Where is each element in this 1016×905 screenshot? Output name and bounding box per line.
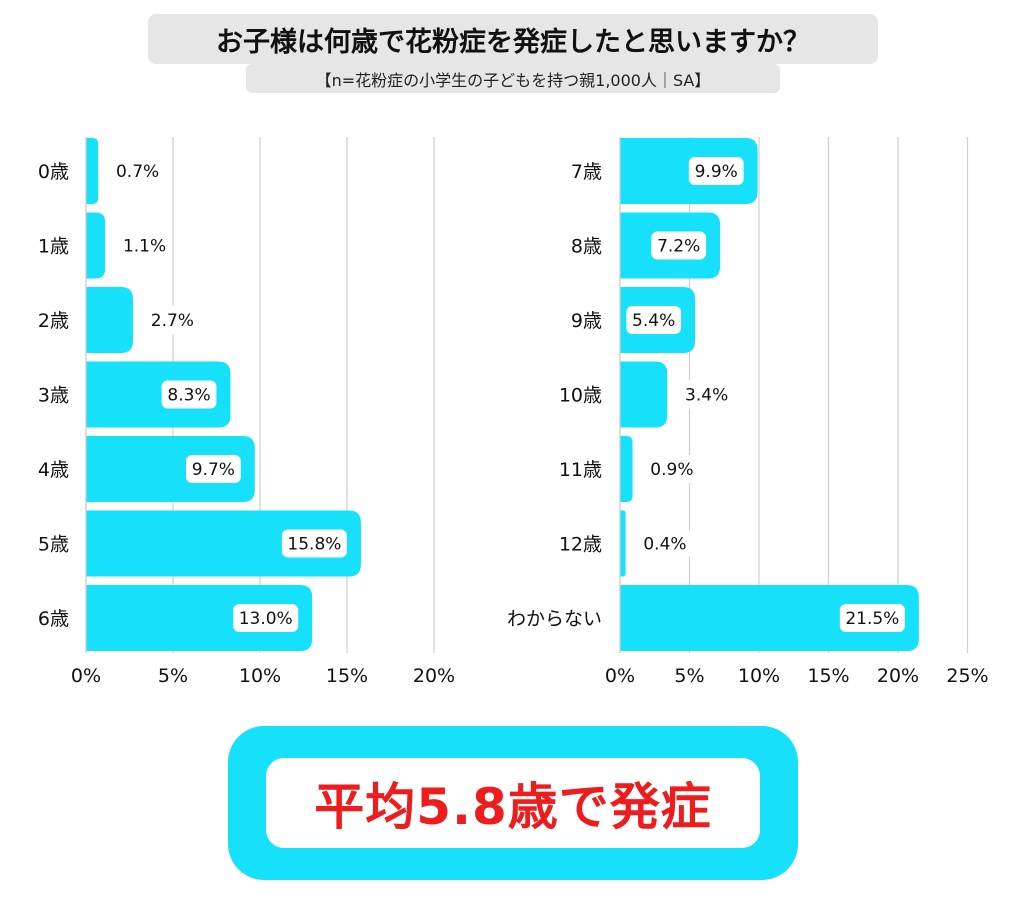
category-label: 4歳 bbox=[38, 459, 69, 481]
category-label: 0歳 bbox=[38, 161, 69, 183]
chart-title: お子様は何歳で花粉症を発症したと思いますか？ bbox=[148, 14, 878, 64]
bar bbox=[86, 287, 133, 353]
tick-label: 5% bbox=[674, 665, 704, 687]
value-label-box bbox=[110, 157, 165, 185]
value-label-box bbox=[839, 604, 905, 632]
value-label-box bbox=[233, 604, 299, 632]
bar bbox=[620, 436, 633, 502]
bar bbox=[86, 138, 99, 204]
value-label: 0.7% bbox=[116, 162, 159, 182]
value-label: 2.7% bbox=[151, 311, 194, 331]
value-label-box bbox=[626, 306, 682, 334]
tick-label: 20% bbox=[877, 665, 919, 687]
bar bbox=[86, 212, 106, 279]
value-label-box bbox=[281, 529, 347, 558]
tick-label: 5% bbox=[158, 665, 188, 687]
value-label: 0.4% bbox=[643, 535, 686, 555]
category-label: わからない bbox=[507, 608, 602, 630]
tick-label: 15% bbox=[807, 665, 849, 687]
value-label: 5.4% bbox=[632, 311, 675, 331]
bar bbox=[86, 436, 255, 502]
value-label-box bbox=[679, 380, 735, 409]
category-label: 2歳 bbox=[38, 310, 69, 332]
category-label: 1歳 bbox=[38, 236, 69, 258]
value-label: 7.2% bbox=[657, 237, 700, 257]
category-label: 7歳 bbox=[571, 161, 602, 183]
value-label-box bbox=[688, 157, 744, 185]
category-label: 8歳 bbox=[571, 236, 602, 258]
value-label: 8.3% bbox=[167, 386, 210, 406]
tick-label: 20% bbox=[413, 665, 455, 687]
value-label: 9.9% bbox=[695, 162, 738, 182]
tick-label: 25% bbox=[946, 665, 988, 687]
bar bbox=[86, 585, 313, 651]
value-label-box bbox=[161, 380, 217, 409]
category-label: 6歳 bbox=[38, 608, 69, 630]
category-label: 11歳 bbox=[559, 459, 602, 481]
value-label-box bbox=[144, 306, 200, 334]
value-label: 0.9% bbox=[650, 460, 693, 480]
bar bbox=[620, 361, 668, 428]
value-label-box bbox=[644, 455, 700, 483]
chart-subtitle: 【n=花粉症の小学生の子どもを持つ親1,000人｜SA】 bbox=[246, 64, 780, 93]
value-label-box bbox=[637, 529, 693, 558]
category-label: 10歳 bbox=[559, 385, 602, 407]
value-label: 1.1% bbox=[123, 237, 166, 257]
value-label: 9.7% bbox=[192, 460, 235, 480]
category-label: 9歳 bbox=[571, 310, 602, 332]
callout-text: 平均5.8歳で発症 bbox=[266, 758, 760, 848]
bar bbox=[620, 510, 626, 577]
bar bbox=[86, 361, 231, 428]
value-label-box bbox=[117, 231, 172, 260]
value-label: 15.8% bbox=[287, 535, 341, 555]
category-label: 3歳 bbox=[38, 385, 69, 407]
tick-label: 10% bbox=[239, 665, 281, 687]
value-label: 3.4% bbox=[685, 386, 728, 406]
bar bbox=[86, 510, 361, 577]
category-label: 5歳 bbox=[38, 534, 69, 556]
tick-label: 0% bbox=[71, 665, 101, 687]
tick-label: 10% bbox=[738, 665, 780, 687]
bar bbox=[620, 585, 919, 651]
bar bbox=[620, 138, 758, 204]
tick-label: 0% bbox=[605, 665, 635, 687]
value-label-box bbox=[185, 455, 241, 483]
value-label: 13.0% bbox=[239, 609, 293, 629]
tick-label: 15% bbox=[326, 665, 368, 687]
value-label-box bbox=[651, 231, 707, 260]
category-label: 12歳 bbox=[559, 534, 602, 556]
value-label: 21.5% bbox=[845, 609, 899, 629]
